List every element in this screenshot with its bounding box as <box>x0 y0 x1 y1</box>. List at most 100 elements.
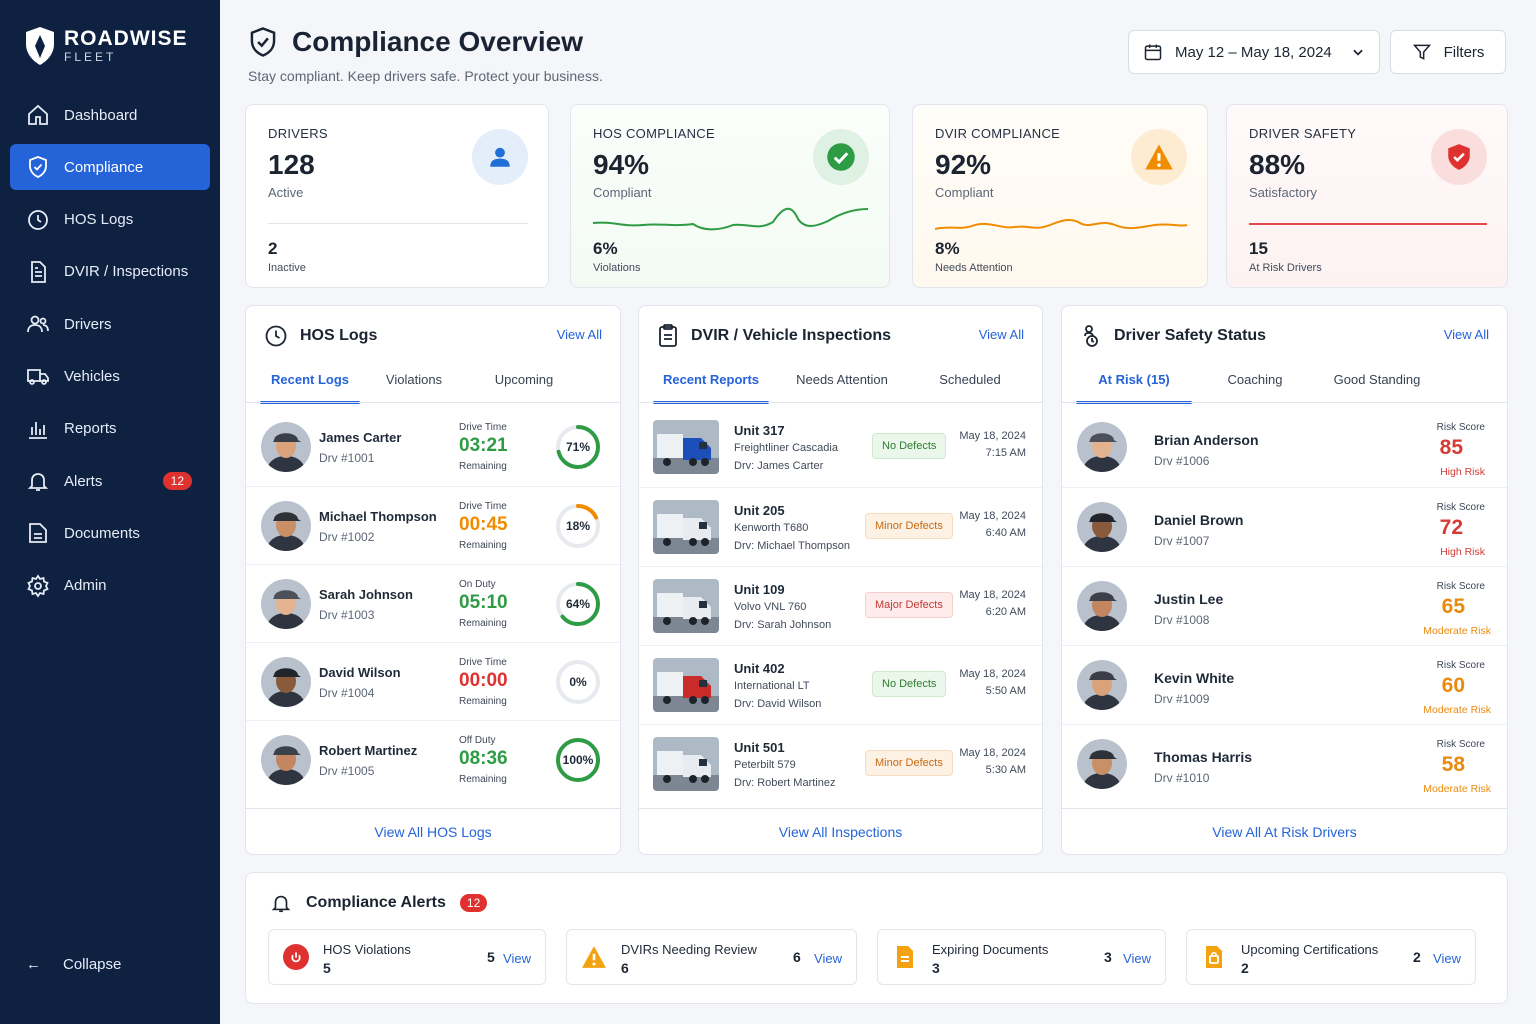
kpi-sub-value: 15 <box>1249 239 1268 258</box>
inspection-row[interactable]: Unit 205 Kenworth T680 Drv: Michael Thomps… <box>639 487 1042 566</box>
alert-count: 5 <box>323 960 331 976</box>
nav-item-compliance[interactable]: Compliance <box>10 144 210 191</box>
tab-upcoming[interactable]: Upcoming <box>494 372 554 387</box>
risk-level: Moderate Risk <box>1423 625 1491 637</box>
avatar <box>1077 739 1127 789</box>
tab-recent-logs[interactable]: Recent Logs <box>260 366 360 404</box>
duty-status: On Duty <box>459 579 496 590</box>
at-risk-driver-row[interactable]: Daniel Brown Drv #1007 Risk Score 72 High Ri… <box>1062 487 1507 566</box>
tab-needs-attention[interactable]: Needs Attention <box>796 372 888 387</box>
shield-check-icon <box>250 27 276 57</box>
tab-violations[interactable]: Violations <box>385 372 443 387</box>
view-all-link[interactable]: View All <box>1443 327 1489 342</box>
brand-logo[interactable]: ROADWISE FLEET <box>24 26 188 66</box>
warning-icon <box>1145 144 1173 170</box>
view-all-link[interactable]: View All <box>556 327 602 342</box>
tab-coaching[interactable]: Coaching <box>1227 372 1283 387</box>
inspection-time: 6:20 AM <box>985 606 1026 618</box>
kpi-sub-label: Violations <box>593 262 641 274</box>
alert-view-link[interactable]: View <box>1433 951 1461 966</box>
at-risk-driver-row[interactable]: Kevin White Drv #1009 Risk Score 60 Moderate… <box>1062 645 1507 724</box>
hos-log-row[interactable]: James Carter Drv #1001 Drive Time 03:21 Rema… <box>246 408 620 486</box>
nav-label: Vehicles <box>64 367 120 385</box>
duty-status: Off Duty <box>459 735 496 746</box>
driver-name: Brian Anderson <box>1154 432 1259 448</box>
kpi-label: DRIVER SAFETY <box>1249 126 1357 141</box>
at-risk-driver-row[interactable]: Brian Anderson Drv #1006 Risk Score 85 High … <box>1062 408 1507 487</box>
view-all-hos-logs-link[interactable]: View All HOS Logs <box>246 808 620 854</box>
view-all-link[interactable]: View All <box>978 327 1024 342</box>
at-risk-driver-row[interactable]: Thomas Harris Drv #1010 Risk Score 58 Modera… <box>1062 724 1507 803</box>
nav-item-vehicles[interactable]: Vehicles <box>10 353 210 399</box>
inspection-row[interactable]: Unit 109 Volvo VNL 760 Drv: Sarah Johnson M… <box>639 566 1042 645</box>
risk-score-label: Risk Score <box>1436 422 1485 433</box>
view-all-inspections-link[interactable]: View All Inspections <box>639 808 1042 854</box>
nav-item-documents[interactable]: Documents <box>10 510 210 556</box>
tab-good-standing[interactable]: Good Standing <box>1333 372 1421 387</box>
nav-item-dvir[interactable]: DVIR / Inspections <box>10 249 210 295</box>
risk-score-value: 65 <box>1441 595 1465 618</box>
shield-logo-icon <box>26 27 54 65</box>
unit-number: Unit 317 <box>734 423 785 438</box>
document-icon <box>892 944 918 970</box>
kpi-value: 94% <box>593 149 650 180</box>
alert-upcoming-certifications[interactable]: Upcoming Certifications 2 2 View <box>1186 929 1476 985</box>
nav-item-alerts[interactable]: Alerts 12 <box>10 458 210 504</box>
driver-label: Drv: Michael Thompson <box>734 540 850 552</box>
nav-item-hos-logs[interactable]: HOS Logs <box>10 197 210 243</box>
driver-id: Drv #1009 <box>1154 692 1210 706</box>
alerts-badge: 12 <box>459 894 488 912</box>
tab-recent-reports[interactable]: Recent Reports <box>653 366 769 404</box>
kpi-sub-value: 6% <box>593 239 618 258</box>
date-range-picker[interactable]: May 12 – May 18, 2024 <box>1128 30 1380 74</box>
time-remaining: 03:21 <box>459 435 508 456</box>
alert-number: 5 <box>487 949 495 965</box>
nav-item-admin[interactable]: Admin <box>10 563 210 609</box>
driver-id: Drv #1005 <box>319 764 375 778</box>
truck-image <box>653 420 719 474</box>
progress-label: 71% <box>565 440 591 454</box>
inspection-row[interactable]: Unit 501 Peterbilt 579 Drv: Robert Martine… <box>639 724 1042 803</box>
remaining-label: Remaining <box>459 774 507 785</box>
alert-view-link[interactable]: View <box>1123 951 1151 966</box>
alert-dvirs-needing-review[interactable]: DVIRs Needing Review 6 6 View <box>566 929 857 985</box>
kpi-drivers[interactable]: DRIVERS 128 Active 2 Inactive <box>245 104 549 288</box>
kpi-driver-safety[interactable]: DRIVER SAFETY 88% Satisfactory 15 At Ris… <box>1226 104 1508 288</box>
view-all-at-risk-drivers-link[interactable]: View All At Risk Drivers <box>1062 808 1507 854</box>
hos-log-row[interactable]: Michael Thompson Drv #1002 Drive Time 00:45… <box>246 486 620 564</box>
alert-view-link[interactable]: View <box>503 951 531 966</box>
kpi-hos-compliance[interactable]: HOS COMPLIANCE 94% Compliant 6% Violatio… <box>570 104 890 288</box>
kpi-label: HOS COMPLIANCE <box>593 126 715 141</box>
nav-label: DVIR / Inspections <box>64 263 189 281</box>
shield-icon-circle <box>1431 129 1487 185</box>
collapse-button[interactable]: ← Collapse <box>26 956 121 973</box>
hos-log-row[interactable]: Sarah Johnson Drv #1003 On Duty 05:10 Remain… <box>246 564 620 642</box>
filters-button[interactable]: Filters <box>1390 30 1506 74</box>
driver-name: Daniel Brown <box>1154 512 1244 528</box>
at-risk-driver-row[interactable]: Justin Lee Drv #1008 Risk Score 65 Moderate … <box>1062 566 1507 645</box>
alert-count: 2 <box>1241 960 1249 976</box>
alert-view-link[interactable]: View <box>814 951 842 966</box>
progress-ring <box>556 660 600 704</box>
alert-title: HOS Violations <box>323 942 411 957</box>
inspection-row[interactable]: Unit 317 Freightliner Cascadia Drv: James … <box>639 408 1042 487</box>
tab-at-risk[interactable]: At Risk (15) <box>1076 366 1192 404</box>
kpi-label: DRIVERS <box>268 126 328 141</box>
nav-item-reports[interactable]: Reports <box>10 406 210 452</box>
hos-log-row[interactable]: Robert Martinez Drv #1005 Off Duty 08:36 Rem… <box>246 720 620 798</box>
kpi-dvir-compliance[interactable]: DVIR COMPLIANCE 92% Compliant 8% Needs A… <box>912 104 1208 288</box>
driver-name: Michael Thompson <box>319 509 437 524</box>
alert-hos-violations[interactable]: HOS Violations 5 5 View <box>268 929 546 985</box>
kpi-status: Satisfactory <box>1249 185 1317 200</box>
brand-sub: FLEET <box>64 50 117 64</box>
nav-item-drivers[interactable]: Drivers <box>10 301 210 347</box>
alert-expiring-documents[interactable]: Expiring Documents 3 3 View <box>877 929 1166 985</box>
nav-item-dashboard[interactable]: Dashboard <box>10 92 210 138</box>
avatar <box>1077 422 1127 472</box>
tab-scheduled[interactable]: Scheduled <box>939 372 1001 387</box>
time-remaining: 08:36 <box>459 748 508 769</box>
inspection-row[interactable]: Unit 402 International LT Drv: David Wilso… <box>639 645 1042 724</box>
kpi-value: 92% <box>935 149 992 180</box>
hos-log-row[interactable]: David Wilson Drv #1004 Drive Time 00:00 Rema… <box>246 642 620 720</box>
risk-line <box>1249 223 1487 225</box>
